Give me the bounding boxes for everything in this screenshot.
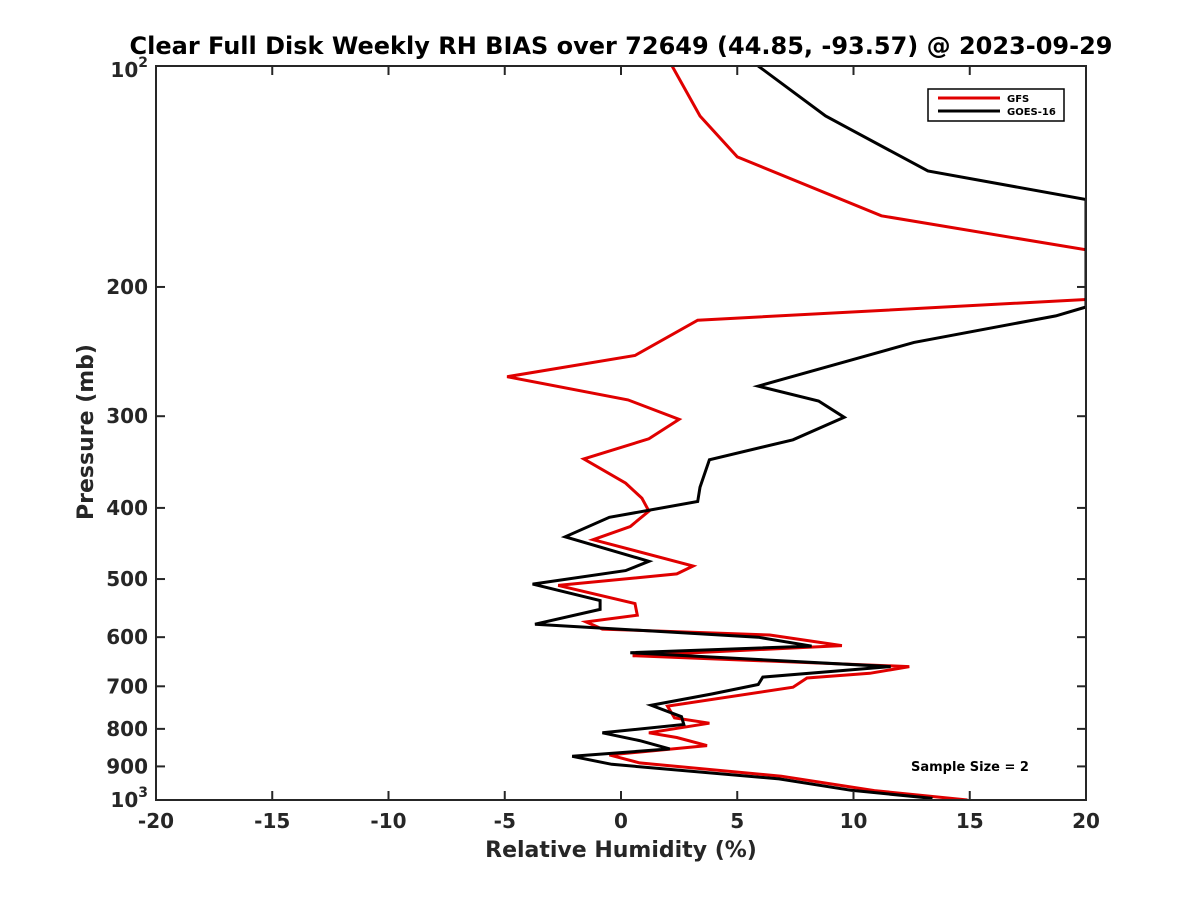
y-tick-label: 200 bbox=[106, 275, 148, 299]
legend-box bbox=[927, 88, 1065, 122]
x-axis-label: Relative Humidity (%) bbox=[485, 838, 757, 863]
y-tick-label: 103 bbox=[110, 785, 148, 812]
sample-size-annotation: Sample Size = 2 bbox=[911, 760, 1029, 775]
y-tick-label: 700 bbox=[106, 674, 148, 698]
series-line-goes-16 bbox=[532, 66, 1086, 800]
x-tick-label: -10 bbox=[370, 809, 406, 833]
axes-frame bbox=[155, 65, 1087, 801]
y-tick-label: 900 bbox=[106, 754, 148, 778]
y-tick-label: 400 bbox=[106, 496, 148, 520]
series-line-gfs bbox=[506, 66, 1086, 800]
x-tick-label: 0 bbox=[614, 809, 628, 833]
x-tick-label: -20 bbox=[138, 809, 174, 833]
x-tick-label: -15 bbox=[254, 809, 290, 833]
y-tick-label: 102 bbox=[110, 55, 148, 82]
legend-label: GOES-16 bbox=[1007, 107, 1056, 118]
legend: GFS GOES-16 bbox=[927, 88, 1065, 122]
y-tick-label: 300 bbox=[106, 404, 148, 428]
x-tick-label: -5 bbox=[494, 809, 516, 833]
plot-area bbox=[506, 66, 1086, 800]
legend-label: GFS bbox=[1007, 94, 1029, 105]
x-tick-label: 10 bbox=[840, 809, 868, 833]
y-axis-ticks: 102 200 300 400 500 600 700 800 900 103 bbox=[106, 55, 1086, 812]
x-tick-label: 5 bbox=[730, 809, 744, 833]
y-tick-label: 500 bbox=[106, 567, 148, 591]
y-tick-label: 800 bbox=[106, 717, 148, 741]
x-tick-label: 15 bbox=[956, 809, 984, 833]
chart-title: Clear Full Disk Weekly RH BIAS over 7264… bbox=[130, 32, 1113, 60]
y-tick-label: 600 bbox=[106, 625, 148, 649]
y-axis-label: Pressure (mb) bbox=[74, 344, 99, 520]
x-axis-ticks: -20 -15 -10 -5 0 5 10 15 20 bbox=[138, 66, 1100, 833]
x-tick-label: 20 bbox=[1072, 809, 1100, 833]
